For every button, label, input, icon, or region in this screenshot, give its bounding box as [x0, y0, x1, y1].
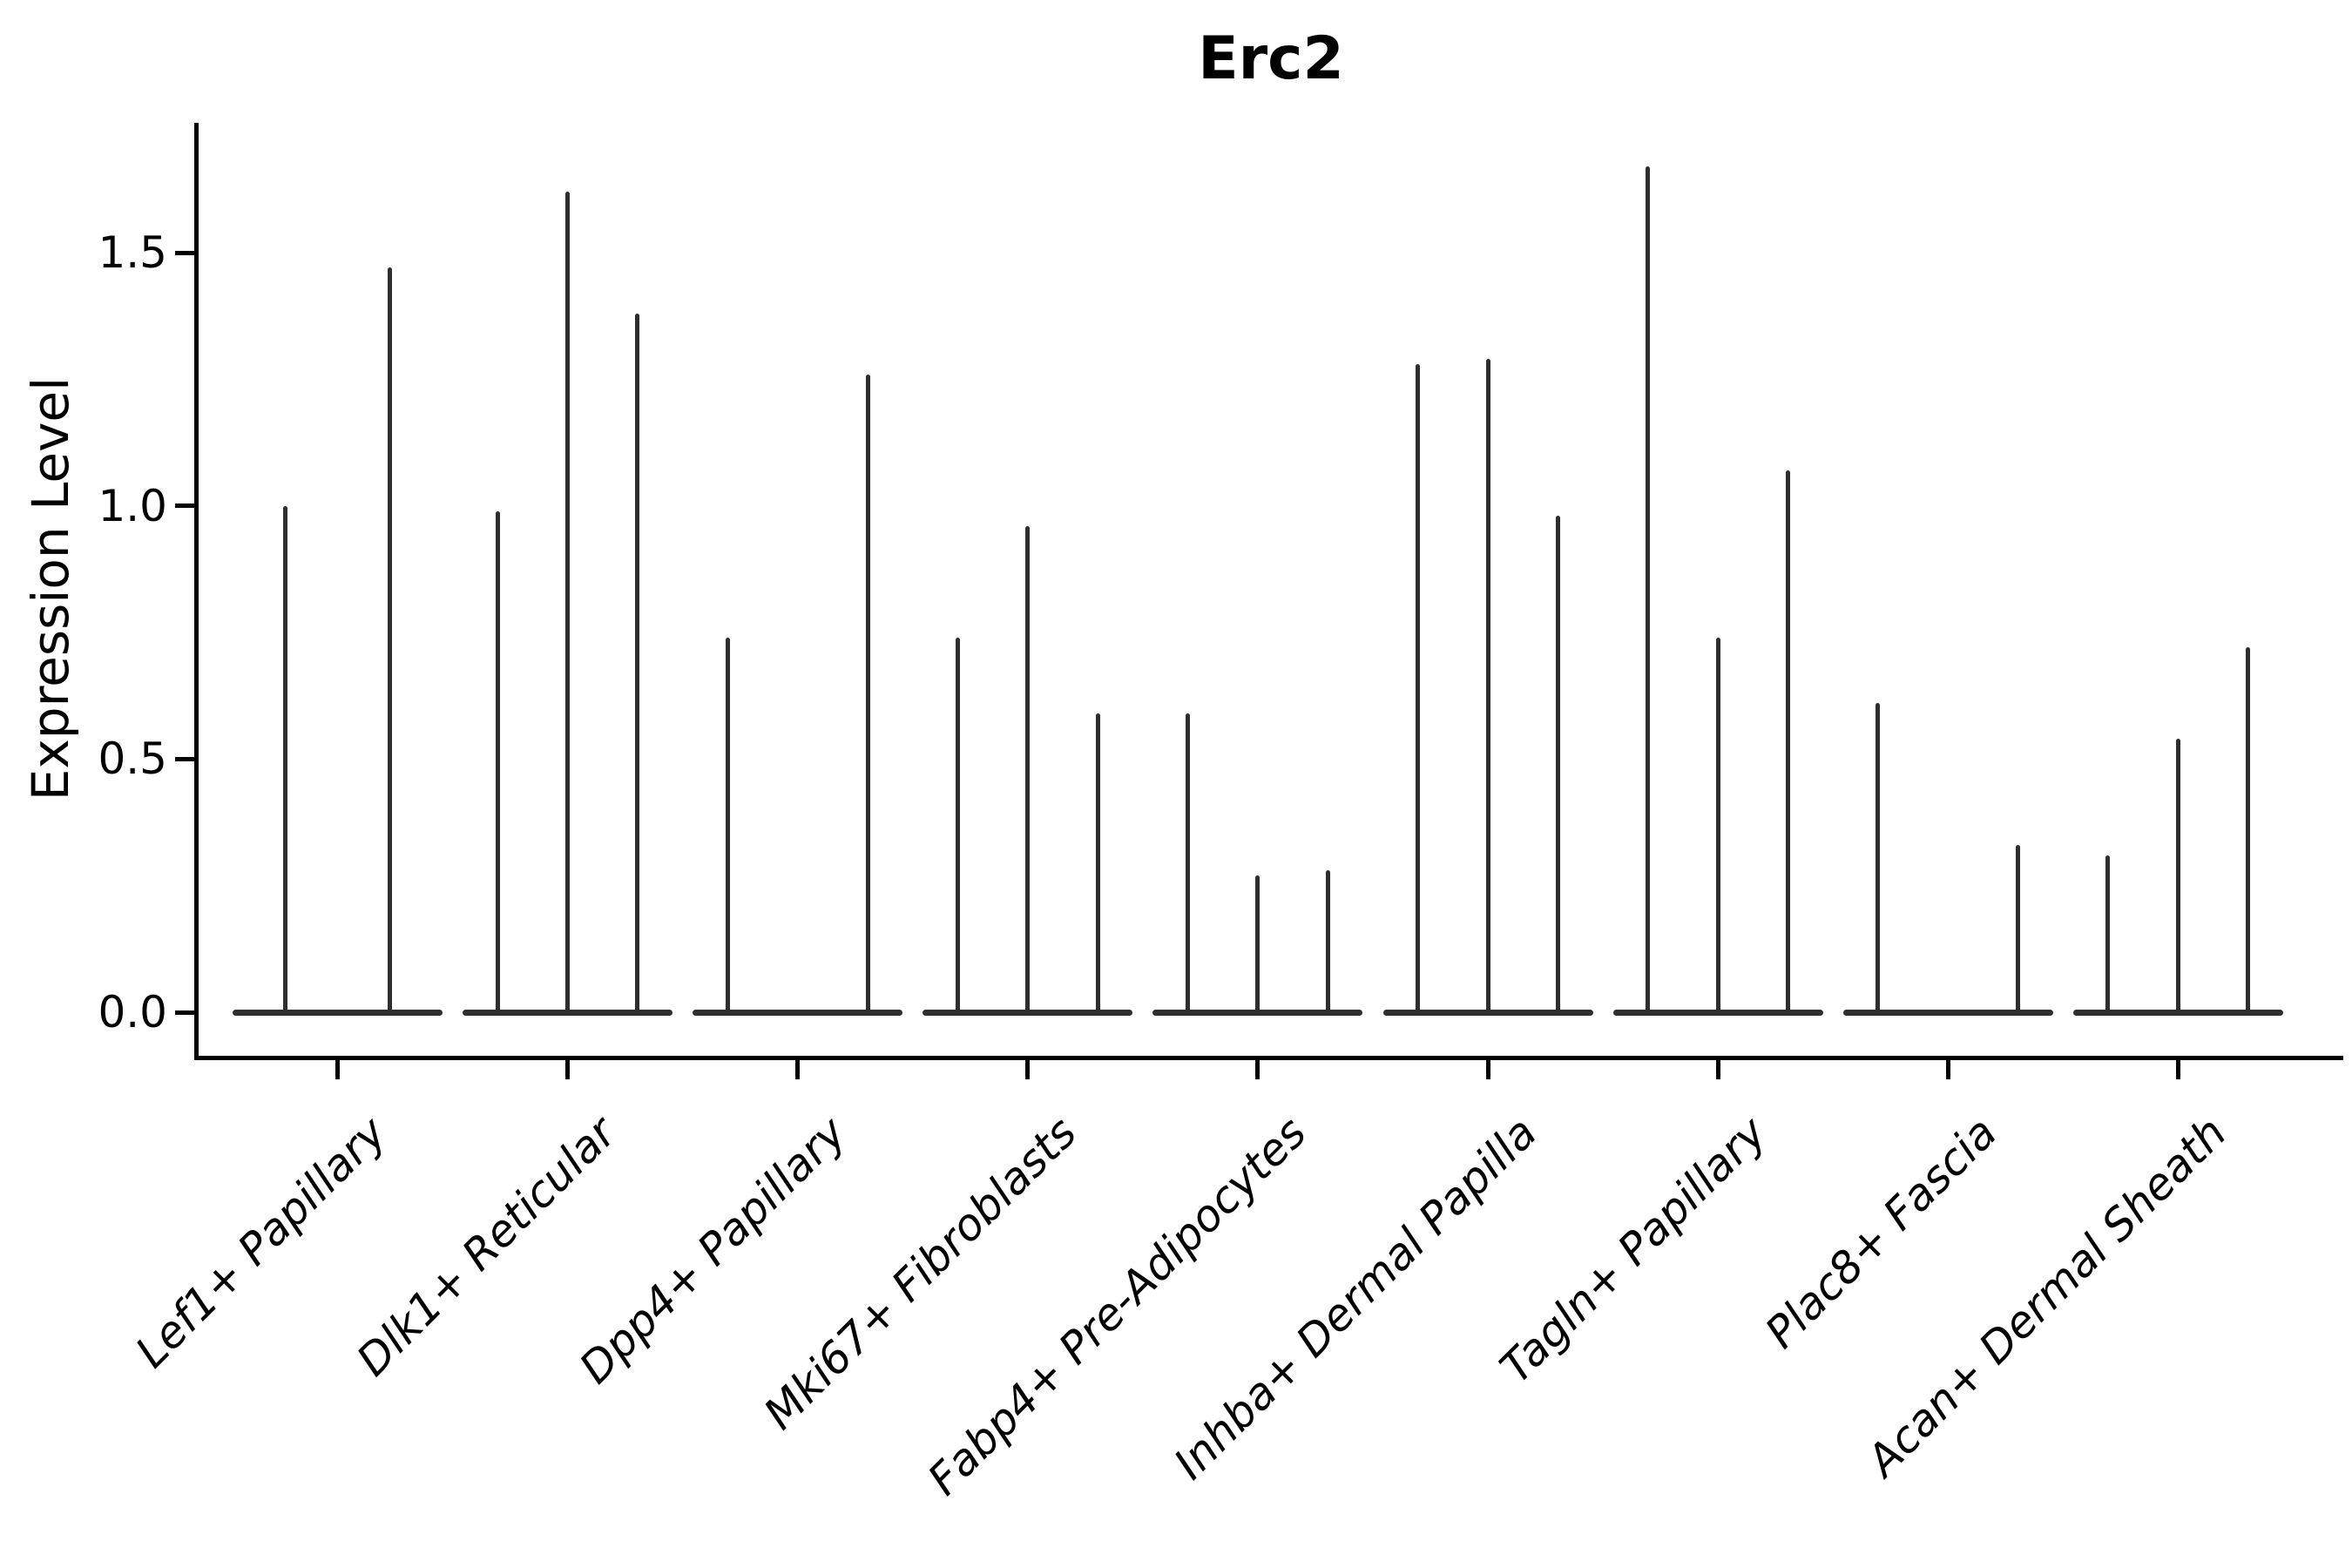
violin: [2246, 647, 2251, 1012]
y-tick-label: 0.0: [98, 987, 167, 1037]
violin-baseline: [463, 1009, 673, 1016]
violin: [1255, 875, 1260, 1012]
violin: [1785, 470, 1790, 1012]
violin: [2175, 739, 2180, 1012]
x-tick-mark: [2175, 1060, 2180, 1079]
x-tick-mark: [1485, 1060, 1490, 1079]
violin: [1325, 870, 1330, 1012]
violin: [282, 505, 287, 1012]
y-tick-mark: [175, 1010, 194, 1015]
x-axis-spine: [194, 1056, 2343, 1060]
violin-baseline: [1612, 1009, 1823, 1016]
violin: [635, 313, 640, 1012]
y-tick-label: 1.5: [98, 227, 167, 279]
violin: [1025, 525, 1031, 1012]
violin: [1715, 637, 1720, 1012]
violin: [495, 510, 500, 1012]
violin-baseline: [1842, 1009, 2053, 1016]
violin-baseline: [1152, 1009, 1363, 1016]
violin-baseline: [233, 1009, 443, 1016]
violin: [2105, 855, 2111, 1012]
violin: [2016, 845, 2021, 1012]
violin: [1646, 166, 1651, 1012]
violin-baseline: [2072, 1009, 2283, 1016]
y-tick-label: 0.5: [98, 733, 167, 785]
violin: [1555, 516, 1560, 1012]
x-tick-mark: [795, 1060, 801, 1079]
chart-title: Erc2: [1198, 24, 1344, 93]
x-tick-label: Fabp4+ Pre-Adipocytes: [918, 1107, 1316, 1505]
x-tick-label: Plac8+ Fascia: [1755, 1107, 2007, 1358]
x-tick-label: Lef1+ Papillary: [125, 1107, 396, 1378]
violin: [1095, 713, 1100, 1012]
y-tick-mark: [175, 250, 194, 255]
violin: [725, 637, 730, 1012]
violin-baseline: [1382, 1009, 1593, 1016]
violin: [955, 637, 960, 1012]
y-axis-spine: [194, 123, 199, 1060]
violin: [565, 192, 571, 1012]
y-tick-mark: [175, 756, 194, 761]
violin: [865, 374, 870, 1012]
x-tick-mark: [1945, 1060, 1950, 1079]
y-tick-label: 1.0: [98, 480, 167, 531]
violin: [1876, 703, 1881, 1012]
violin-baseline: [693, 1009, 903, 1016]
violin: [1186, 713, 1191, 1012]
violin-baseline: [923, 1009, 1133, 1016]
x-tick-mark: [1715, 1060, 1720, 1079]
x-tick-mark: [1025, 1060, 1031, 1079]
x-tick-mark: [565, 1060, 571, 1079]
y-tick-mark: [175, 504, 194, 509]
x-tick-mark: [335, 1060, 340, 1079]
violin: [1416, 363, 1421, 1012]
x-tick-mark: [1255, 1060, 1260, 1079]
violin: [1485, 359, 1490, 1012]
violin: [388, 267, 393, 1012]
